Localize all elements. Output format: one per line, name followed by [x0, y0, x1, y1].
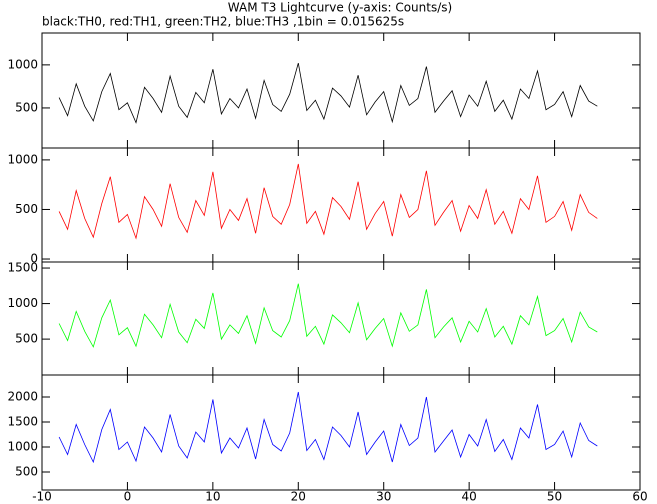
- y-tick-label: 1000: [7, 296, 38, 310]
- y-tick-label: 1500: [7, 415, 38, 429]
- x-tick-label: 0: [124, 490, 132, 504]
- y-tick-label: 0: [30, 252, 38, 266]
- chart-subtitle: black:TH0, red:TH1, green:TH2, blue:TH3 …: [42, 15, 404, 29]
- lightcurve: [58, 391, 598, 464]
- y-tick-label: 500: [15, 465, 38, 479]
- y-tick-label: 500: [15, 100, 38, 114]
- lightcurve: [58, 163, 598, 240]
- panel-frame: [41, 32, 641, 149]
- panel-frame: [41, 374, 641, 491]
- lightcurve: [58, 62, 598, 124]
- x-tick-label: -10: [32, 490, 52, 504]
- x-tick-label: 60: [632, 490, 647, 504]
- x-tick-label: 40: [462, 490, 477, 504]
- x-tick-label: 20: [291, 490, 306, 504]
- y-tick-label: 1000: [7, 57, 38, 71]
- y-tick-label: 500: [15, 202, 38, 216]
- y-tick-label: 1000: [7, 440, 38, 454]
- x-tick-label: 30: [376, 490, 391, 504]
- y-tick-label: 500: [15, 332, 38, 346]
- panel-frame: [41, 261, 641, 376]
- y-tick-label: 1500: [7, 261, 38, 275]
- x-tick-label: 10: [205, 490, 220, 504]
- y-tick-label: 1000: [7, 152, 38, 166]
- chart-title: WAM T3 Lightcurve (y-axis: Counts/s): [228, 1, 452, 15]
- x-tick-label: 50: [547, 490, 562, 504]
- y-tick-label: 2000: [7, 390, 38, 404]
- panel-frame: [41, 147, 641, 263]
- lightcurve: [58, 283, 598, 348]
